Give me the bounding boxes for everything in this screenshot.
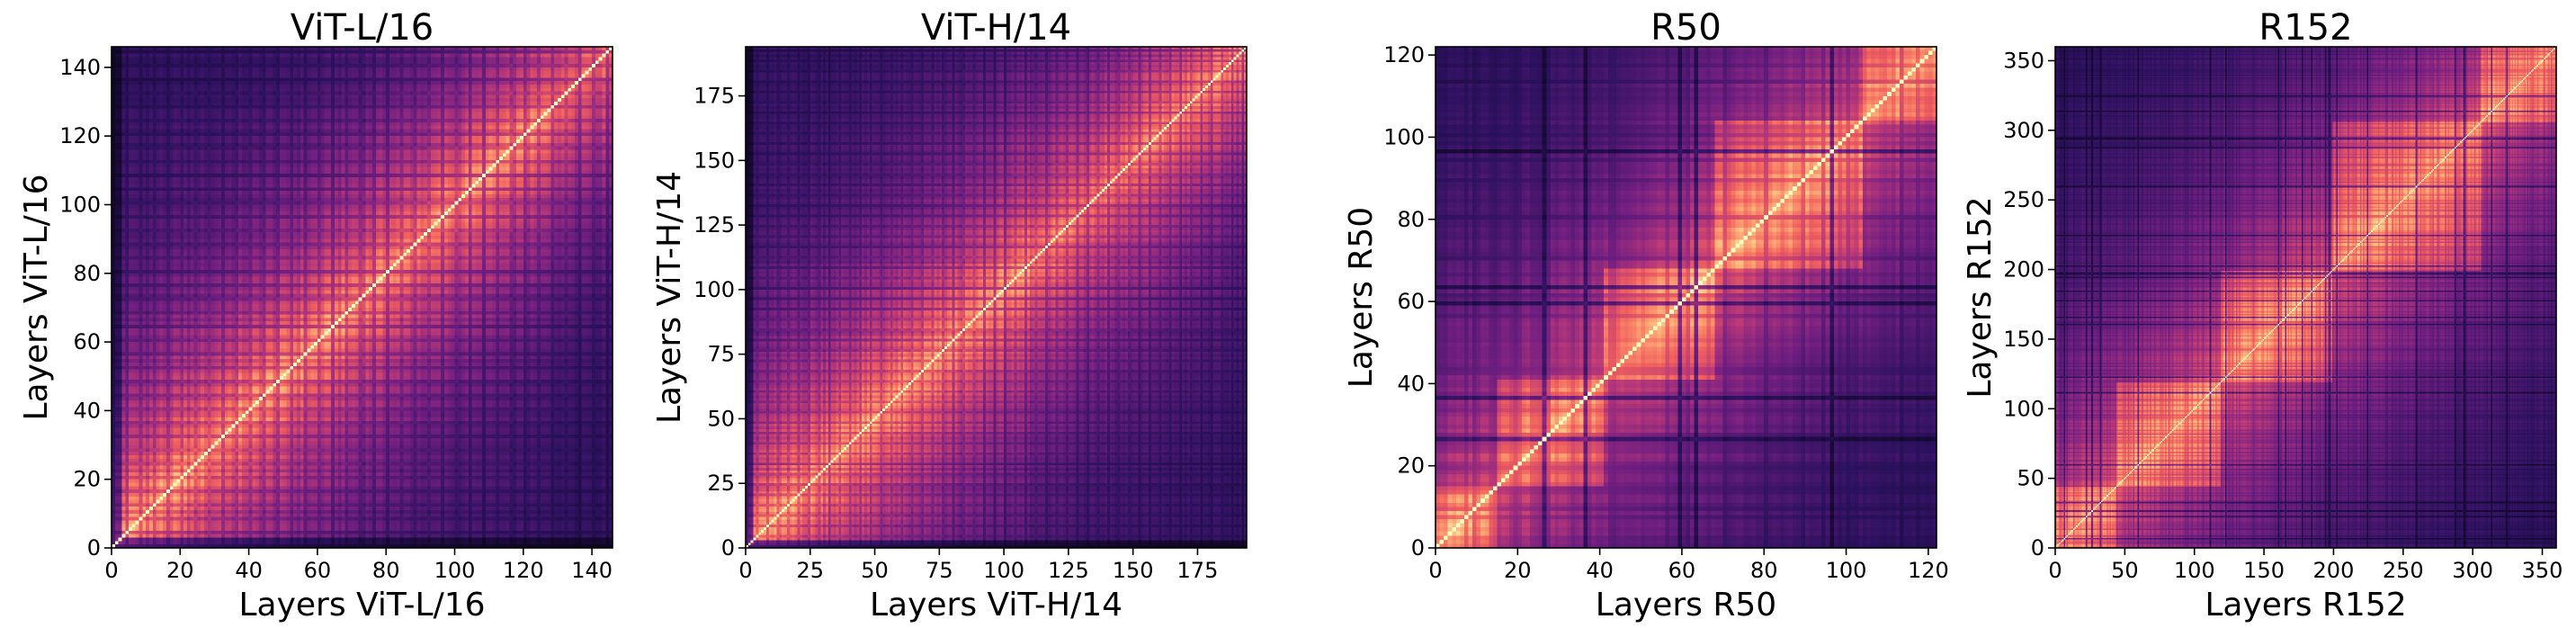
x-tick-label: 40 bbox=[1586, 558, 1614, 583]
x-axis-label: Layers R50 bbox=[1596, 587, 1776, 624]
y-tick-label: 300 bbox=[2003, 118, 2044, 143]
heatmap-image bbox=[1436, 47, 1936, 548]
heatmap-panel-3: 0 20 40 60 80 100 120 0 20 40 60 80 100 120 R50 Layers … bbox=[1343, 7, 1949, 624]
panel-title: ViT-L/16 bbox=[291, 7, 434, 49]
y-tick-label: 0 bbox=[87, 535, 101, 561]
y-tick-label: 50 bbox=[707, 406, 735, 431]
panel-title: R152 bbox=[2258, 7, 2352, 49]
y-tick-label: 25 bbox=[707, 471, 735, 496]
x-tick-label: 0 bbox=[104, 558, 118, 583]
x-tick-label: 80 bbox=[372, 558, 400, 583]
heatmap-panel-4: 0 50 100 150 200 250 300 350 0 50 100 150 200 250 300 3… bbox=[1962, 7, 2563, 624]
y-tick-label: 200 bbox=[2003, 257, 2044, 283]
x-tick-label: 150 bbox=[2243, 558, 2285, 583]
x-tick-label: 120 bbox=[503, 558, 544, 583]
y-tick-label: 0 bbox=[721, 535, 735, 561]
x-tick-label: 25 bbox=[797, 558, 825, 583]
x-tick-label: 0 bbox=[1428, 558, 1442, 583]
y-tick-label: 120 bbox=[59, 123, 101, 148]
heatmap-image bbox=[2055, 47, 2556, 548]
y-tick-label: 250 bbox=[2003, 187, 2044, 212]
y-tick-label: 40 bbox=[73, 398, 101, 423]
panel-title: ViT-H/14 bbox=[921, 7, 1071, 49]
heatmap-image bbox=[112, 47, 613, 548]
y-tick-label: 80 bbox=[1397, 207, 1425, 232]
axes-frame bbox=[1435, 46, 1937, 549]
heatmap-panel-2: 0 25 50 75 100 125 150 175 0 25 50 75 100 125 150 175 Vi… bbox=[651, 7, 1248, 624]
y-tick-label: 20 bbox=[73, 467, 101, 492]
y-tick-label: 120 bbox=[1383, 42, 1425, 67]
y-tick-label: 100 bbox=[1383, 124, 1425, 149]
y-tick-label: 50 bbox=[2017, 466, 2044, 491]
x-tick-label: 100 bbox=[1826, 558, 1867, 583]
x-tick-label: 250 bbox=[2383, 558, 2424, 583]
heatmap-image bbox=[746, 47, 1247, 548]
x-tick-label: 175 bbox=[1177, 558, 1219, 583]
y-axis-label: Layers R152 bbox=[1962, 196, 1999, 398]
axes-frame bbox=[745, 46, 1248, 549]
y-axis-label: Layers ViT-H/14 bbox=[651, 171, 688, 424]
x-tick-label: 200 bbox=[2313, 558, 2355, 583]
x-tick-label: 350 bbox=[2522, 558, 2563, 583]
y-tick-label: 125 bbox=[693, 212, 735, 238]
x-tick-label: 60 bbox=[304, 558, 332, 583]
axes-frame bbox=[2054, 46, 2557, 549]
x-tick-label: 0 bbox=[738, 558, 752, 583]
x-tick-label: 80 bbox=[1750, 558, 1778, 583]
y-axis-label: Layers R50 bbox=[1343, 207, 1380, 388]
y-tick-label: 60 bbox=[73, 329, 101, 354]
x-tick-label: 100 bbox=[434, 558, 476, 583]
y-tick-label: 0 bbox=[1411, 535, 1425, 561]
y-tick-label: 150 bbox=[693, 148, 735, 173]
x-tick-label: 300 bbox=[2452, 558, 2493, 583]
x-tick-label: 75 bbox=[926, 558, 953, 583]
x-tick-label: 125 bbox=[1048, 558, 1089, 583]
y-tick-label: 140 bbox=[59, 55, 101, 80]
x-tick-label: 20 bbox=[1504, 558, 1532, 583]
x-tick-label: 60 bbox=[1668, 558, 1696, 583]
x-axis-label: Layers R152 bbox=[2205, 587, 2406, 624]
x-tick-label: 100 bbox=[2174, 558, 2215, 583]
x-tick-label: 50 bbox=[861, 558, 889, 583]
y-tick-label: 100 bbox=[59, 192, 101, 217]
y-axis-label: Layers ViT-L/16 bbox=[18, 174, 55, 420]
x-axis-label: Layers ViT-L/16 bbox=[238, 587, 485, 624]
x-tick-label: 50 bbox=[2111, 558, 2139, 583]
y-tick-label: 100 bbox=[693, 277, 735, 302]
x-tick-label: 0 bbox=[2048, 558, 2062, 583]
y-tick-label: 0 bbox=[2031, 535, 2044, 561]
panel-title: R50 bbox=[1650, 7, 1722, 49]
y-tick-label: 350 bbox=[2003, 48, 2044, 73]
heatmap-panel-1: 0 20 40 60 80 100 120 140 0 20 40 60 80 100 120 140 ViT-… bbox=[18, 7, 613, 624]
x-tick-label: 150 bbox=[1113, 558, 1154, 583]
x-tick-label: 140 bbox=[571, 558, 613, 583]
y-tick-label: 150 bbox=[2003, 327, 2044, 352]
x-tick-label: 100 bbox=[983, 558, 1024, 583]
y-tick-label: 175 bbox=[693, 84, 735, 109]
x-axis-label: Layers ViT-H/14 bbox=[870, 587, 1123, 624]
y-tick-label: 80 bbox=[73, 261, 101, 286]
axes-frame bbox=[111, 46, 613, 549]
y-tick-label: 20 bbox=[1397, 453, 1425, 479]
y-tick-label: 100 bbox=[2003, 396, 2044, 421]
x-tick-label: 120 bbox=[1908, 558, 1949, 583]
y-tick-label: 75 bbox=[707, 342, 735, 367]
x-tick-label: 40 bbox=[235, 558, 263, 583]
y-tick-label: 60 bbox=[1397, 289, 1425, 314]
y-tick-label: 40 bbox=[1397, 371, 1425, 396]
x-tick-label: 20 bbox=[166, 558, 194, 583]
